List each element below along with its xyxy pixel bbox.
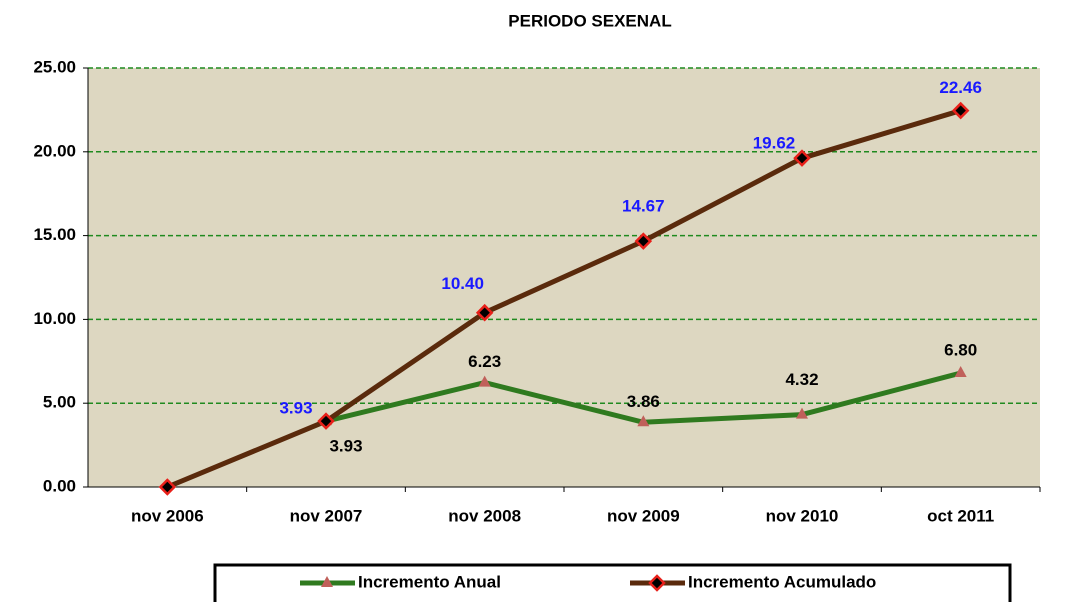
marker xyxy=(475,303,494,322)
marker xyxy=(317,412,335,430)
data-label: 3.93 xyxy=(279,399,312,418)
chart-title: PERIODO SEXENAL xyxy=(508,11,671,30)
legend-label: Incremento Acumulado xyxy=(688,572,876,591)
data-label: 19.62 xyxy=(753,134,796,153)
data-label: 10.40 xyxy=(441,274,484,293)
y-tick-label: 5.00 xyxy=(43,393,76,412)
y-tick-label: 0.00 xyxy=(43,476,76,495)
marker xyxy=(648,574,666,592)
data-label: 22.46 xyxy=(939,78,982,97)
marker xyxy=(793,149,811,167)
y-tick-label: 25.00 xyxy=(33,57,76,76)
marker xyxy=(796,407,808,419)
marker xyxy=(637,415,650,427)
legend-box xyxy=(213,563,1012,602)
x-tick-label: nov 2006 xyxy=(131,506,204,525)
legend-label: Incremento Anual xyxy=(358,572,501,591)
marker xyxy=(321,576,333,587)
x-tick-label: nov 2010 xyxy=(766,506,839,525)
marker xyxy=(951,101,970,120)
marker xyxy=(954,366,967,378)
y-tick-label: 20.00 xyxy=(33,141,76,160)
marker xyxy=(634,232,653,250)
y-tick-label: 10.00 xyxy=(33,309,76,328)
data-label: 4.32 xyxy=(785,370,818,389)
x-tick-label: nov 2009 xyxy=(607,506,680,525)
data-label: 14.67 xyxy=(622,197,665,216)
data-label: 6.23 xyxy=(468,352,501,371)
x-tick-label: nov 2008 xyxy=(448,506,521,525)
marker xyxy=(158,478,177,496)
data-label: 3.93 xyxy=(329,437,362,456)
data-label: 6.80 xyxy=(944,341,977,360)
marker xyxy=(478,375,491,387)
series-line xyxy=(166,108,962,490)
y-tick-label: 15.00 xyxy=(33,225,76,244)
data-label: 3.86 xyxy=(627,392,660,411)
x-tick-label: nov 2007 xyxy=(290,506,363,525)
x-tick-label: oct 2011 xyxy=(927,506,994,525)
